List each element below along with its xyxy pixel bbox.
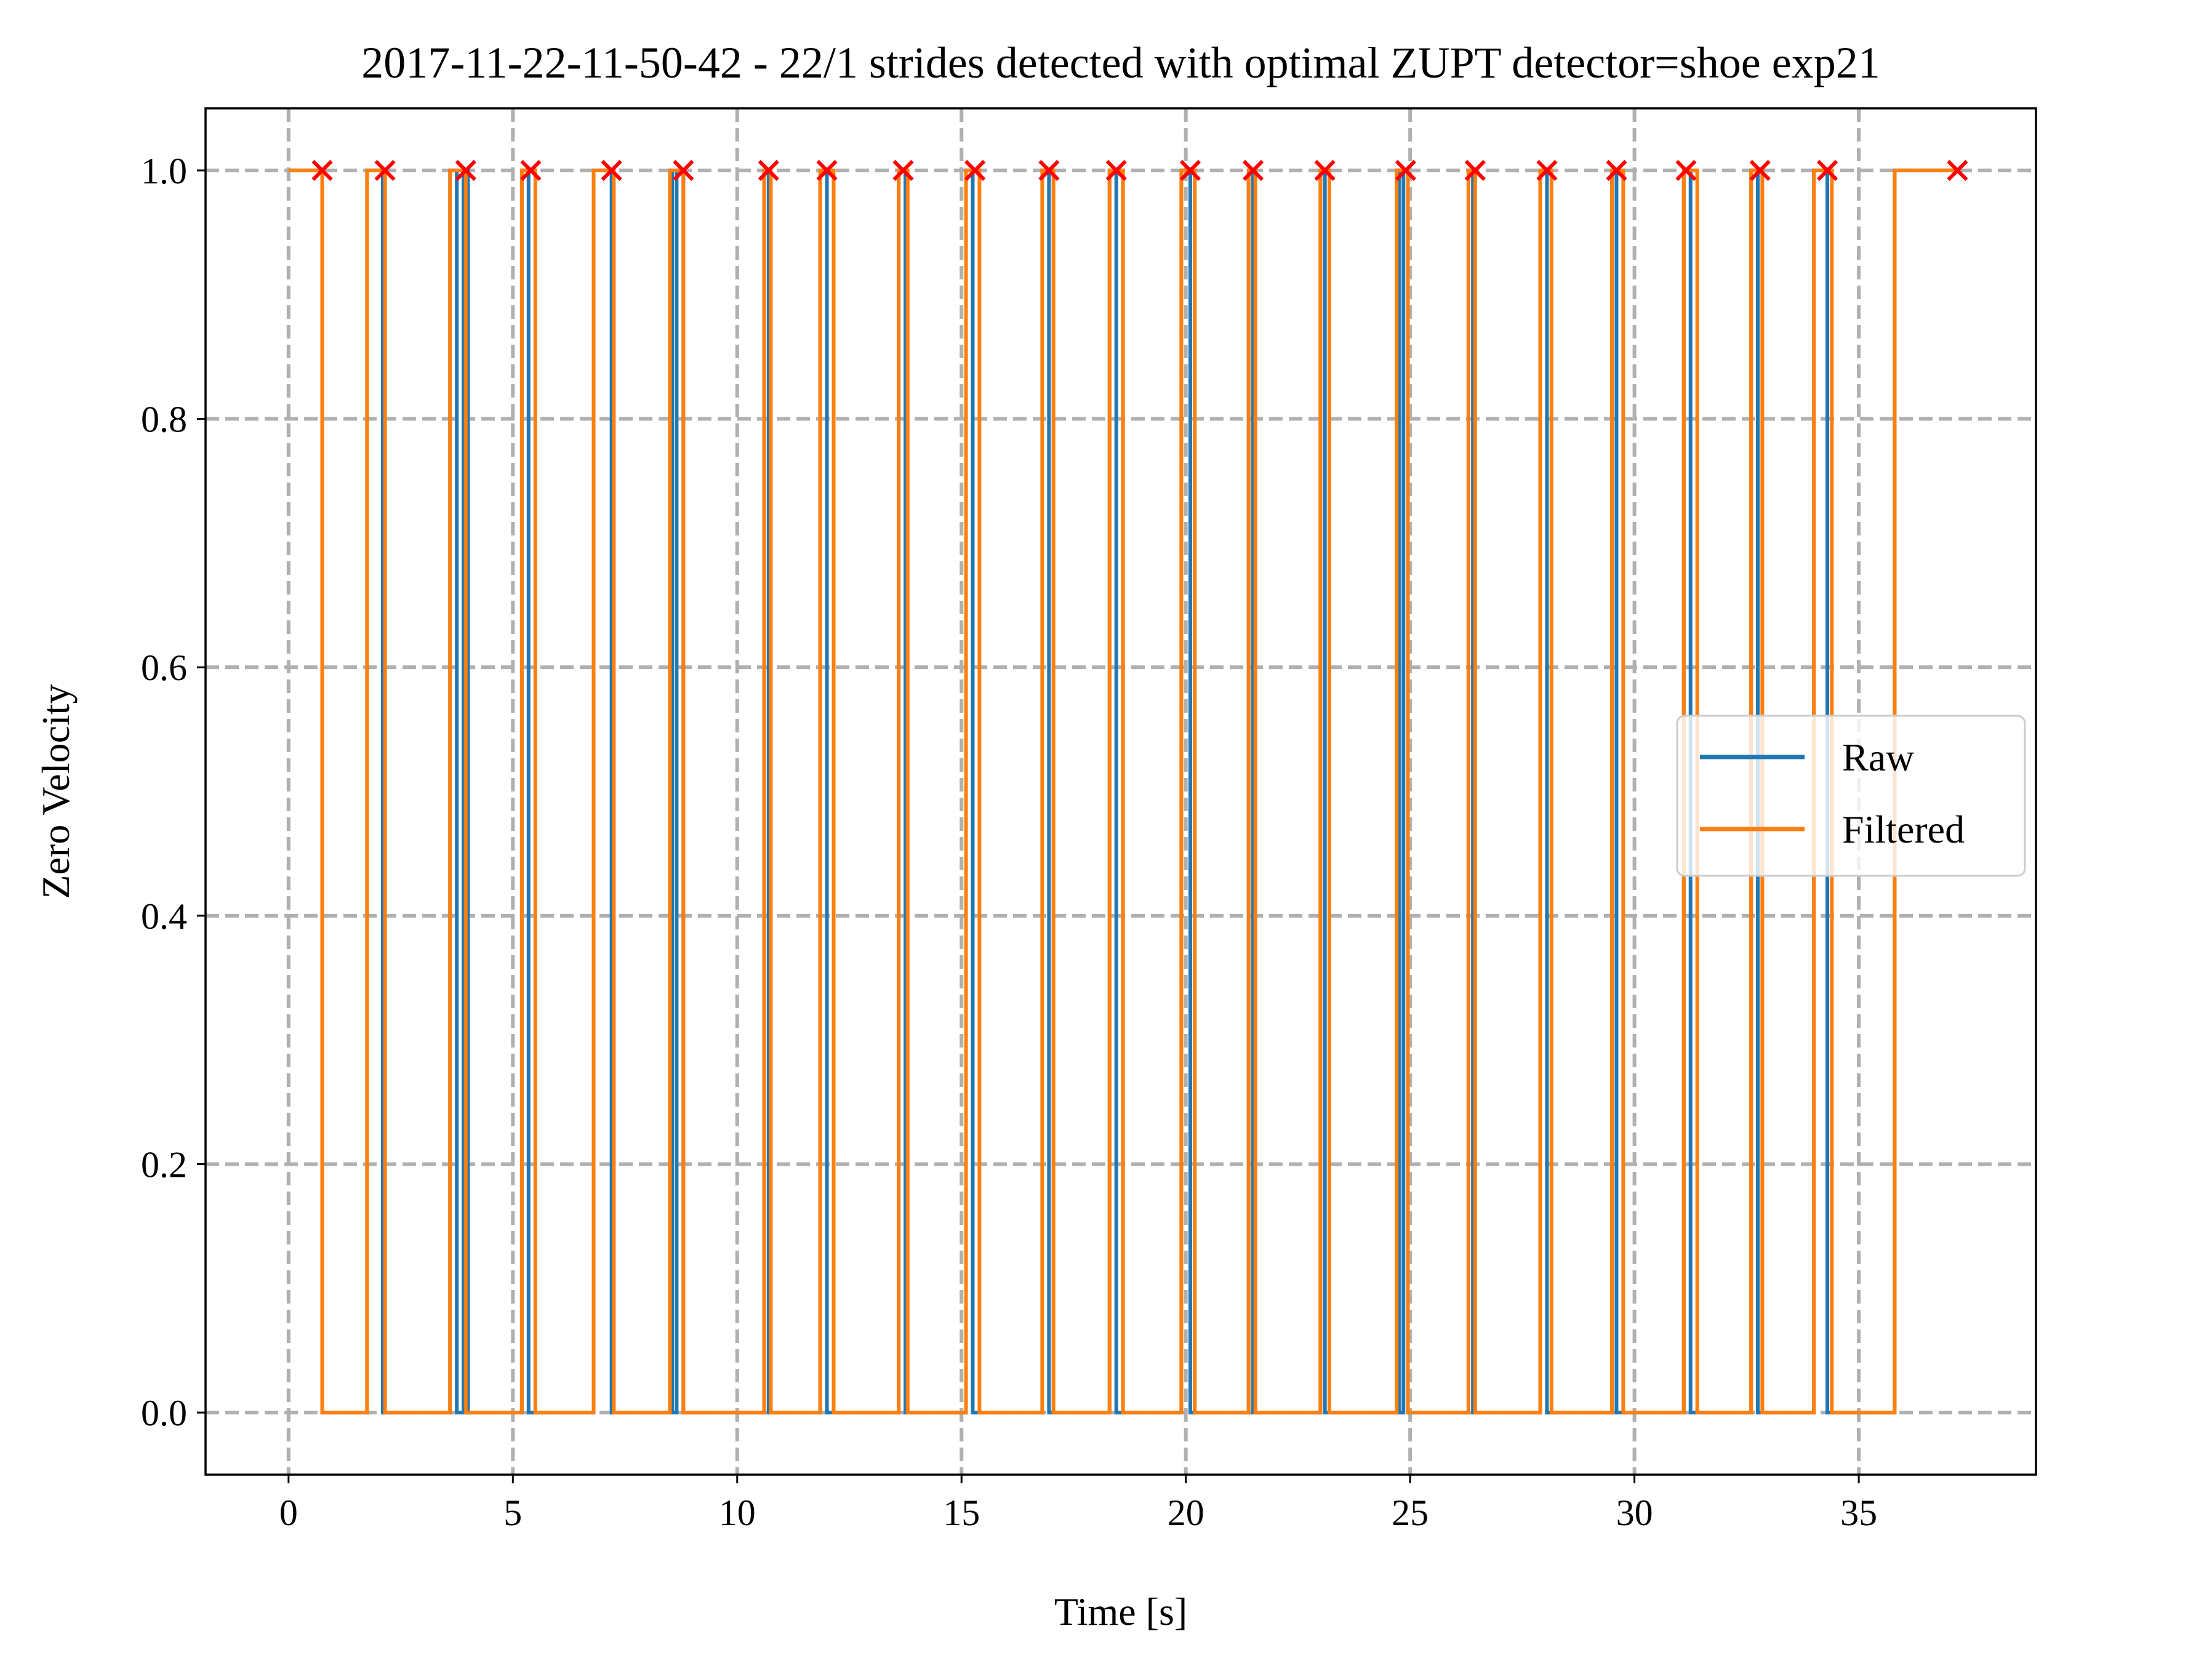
legend: Raw Filtered	[1676, 715, 2026, 877]
stride-marker	[1675, 159, 1697, 182]
x-tick-label: 30	[1616, 1493, 1653, 1533]
stride-marker	[520, 159, 542, 182]
stride-marker	[1105, 159, 1127, 182]
stride-marker	[1314, 159, 1336, 182]
x-tick-label: 10	[719, 1493, 756, 1533]
legend-label-filtered: Filtered	[1842, 807, 1965, 851]
x-tick-label: 20	[1168, 1493, 1204, 1533]
x-tick-label: 5	[503, 1493, 522, 1533]
stride-marker	[673, 159, 694, 182]
stride-marker	[374, 159, 396, 182]
y-tick-label: 0.0	[141, 1393, 187, 1433]
stride-marker	[964, 159, 986, 182]
stride-marker	[1749, 159, 1771, 182]
x-axis-label: Time [s]	[1054, 1590, 1187, 1633]
stride-marker	[1038, 159, 1060, 182]
stride-marker	[1947, 159, 1968, 182]
stride-marker	[1464, 159, 1486, 182]
x-tick-label: 35	[1840, 1493, 1877, 1533]
stride-marker	[1816, 159, 1838, 182]
y-tick-label: 1.0	[141, 151, 187, 191]
chart-title: 2017-11-22-11-50-42 - 22/1 strides detec…	[361, 38, 1880, 87]
stride-marker	[892, 159, 914, 182]
stride-marker	[1606, 159, 1627, 182]
x-tick-label: 25	[1392, 1493, 1429, 1533]
y-tick-label: 0.6	[141, 647, 187, 688]
stride-markers	[311, 159, 1968, 182]
legend-label-raw: Raw	[1842, 735, 1914, 779]
stride-marker	[601, 159, 622, 182]
stride-marker	[758, 159, 779, 182]
stride-marker	[311, 159, 333, 182]
stride-marker	[816, 159, 838, 182]
stride-marker	[1536, 159, 1558, 182]
y-tick-label: 0.4	[141, 896, 187, 937]
axes-frame	[204, 107, 2037, 1476]
y-tick-label: 0.2	[141, 1144, 187, 1185]
axis-ticks: 0 5 10 15 20 25 30 35 0.0 0.2 0.4 0.6 0.8 1.0	[141, 151, 1877, 1533]
stride-marker	[1179, 159, 1201, 182]
stride-marker	[1395, 159, 1416, 182]
x-tick-label: 0	[279, 1493, 298, 1533]
stride-marker	[1242, 159, 1264, 182]
y-axis-label: Zero Velocity	[34, 684, 78, 899]
stride-marker	[455, 159, 476, 182]
x-tick-label: 15	[943, 1493, 980, 1533]
y-tick-label: 0.8	[141, 399, 187, 440]
